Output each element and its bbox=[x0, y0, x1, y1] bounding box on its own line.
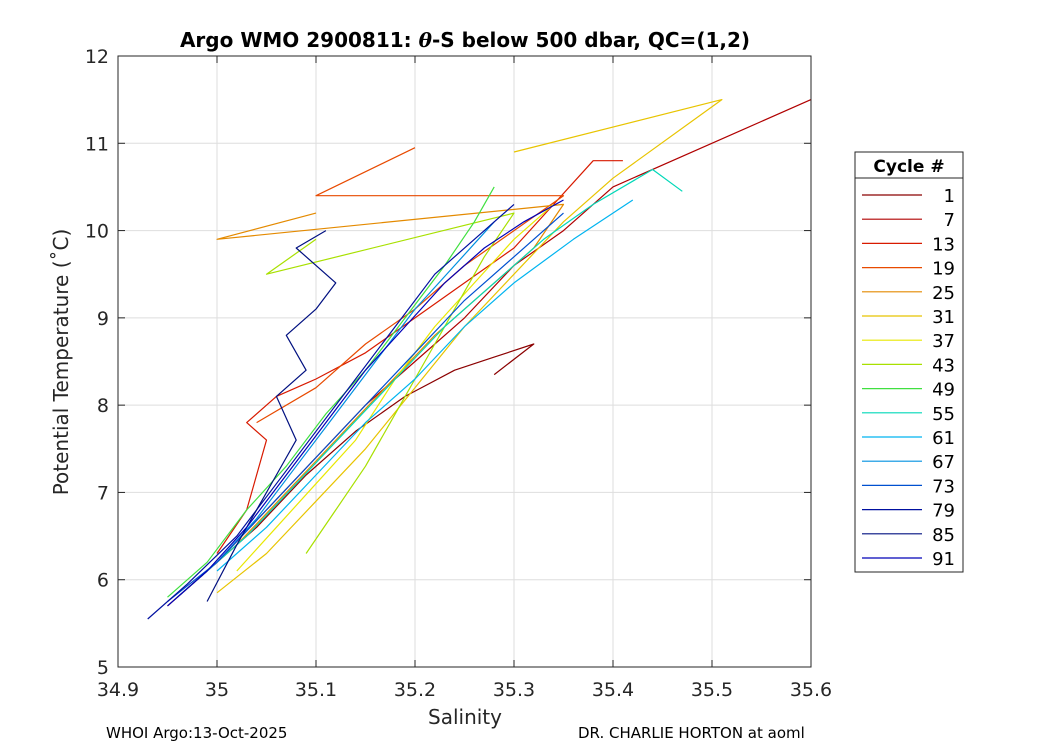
legend-label: 25 bbox=[932, 283, 955, 304]
legend-label: 85 bbox=[932, 525, 955, 546]
x-tick-label: 35.1 bbox=[295, 679, 337, 701]
y-tick-label: 10 bbox=[85, 221, 109, 243]
legend-label: 49 bbox=[932, 380, 955, 401]
legend-label: 61 bbox=[932, 428, 955, 449]
series-line-cycle-85 bbox=[206, 230, 337, 602]
legend-label: 67 bbox=[932, 452, 955, 473]
x-tick-label: 35.6 bbox=[790, 679, 832, 701]
legend-label: 1 bbox=[944, 186, 955, 207]
footer-source-date: WHOI Argo:13-Oct-2025 bbox=[106, 724, 288, 742]
x-tick-label: 35.4 bbox=[592, 679, 634, 701]
y-axis-label: Potential Temperature (˚C) bbox=[49, 229, 73, 496]
legend-label: 73 bbox=[932, 476, 955, 497]
y-tick-label: 8 bbox=[97, 395, 109, 417]
series-line-cycle-43 bbox=[265, 212, 515, 554]
x-axis-label: Salinity bbox=[428, 705, 502, 729]
series-line-cycle-73 bbox=[167, 212, 564, 602]
legend-label: 13 bbox=[932, 234, 955, 255]
legend-label: 19 bbox=[932, 259, 955, 280]
legend-entries: 1 7 13 19 25 31 37 43 49 55 61 67 73 79 85 91 bbox=[862, 186, 955, 570]
y-tick-label: 7 bbox=[97, 482, 109, 504]
legend: Cycle # 1 7 13 19 25 31 37 43 49 55 61 67 73 79 85 91 bbox=[854, 151, 964, 573]
legend-label: 31 bbox=[932, 307, 955, 328]
y-axis-ticks: 5 6 7 8 9 10 11 12 bbox=[85, 46, 811, 679]
series-line-cycle-61 bbox=[216, 199, 634, 572]
y-tick-label: 5 bbox=[97, 657, 109, 679]
y-tick-label: 11 bbox=[85, 133, 109, 155]
chart-title: Argo WMO 2900811: θ-S below 500 dbar, QC… bbox=[180, 28, 750, 52]
x-tick-label: 35.5 bbox=[691, 679, 733, 701]
x-tick-label: 35.3 bbox=[493, 679, 535, 701]
series-line-cycle-79 bbox=[147, 203, 515, 620]
data-series bbox=[147, 98, 812, 620]
legend-label: 79 bbox=[932, 501, 955, 522]
y-tick-label: 6 bbox=[97, 570, 109, 592]
legend-box bbox=[854, 151, 964, 573]
x-tick-label: 35 bbox=[205, 679, 229, 701]
legend-label: 55 bbox=[932, 404, 955, 425]
legend-label: 43 bbox=[932, 355, 955, 376]
y-tick-label: 12 bbox=[85, 46, 109, 68]
plot-frame bbox=[117, 55, 812, 668]
series-line-cycle-55 bbox=[196, 168, 683, 581]
legend-label: 7 bbox=[944, 210, 955, 231]
legend-label: 91 bbox=[932, 549, 955, 570]
footer-operator: DR. CHARLIE HORTON at aoml bbox=[578, 724, 805, 742]
series-line-cycle-91 bbox=[167, 199, 564, 607]
legend-label: 37 bbox=[932, 331, 955, 352]
x-tick-label: 35.2 bbox=[394, 679, 436, 701]
x-tick-label: 34.9 bbox=[97, 679, 139, 701]
x-axis-ticks: 34.9 35 35.1 35.2 35.3 35.4 35.5 35.6 bbox=[97, 56, 832, 701]
series-line-cycle-25 bbox=[186, 203, 565, 589]
legend-title: Cycle # bbox=[873, 157, 944, 177]
y-tick-label: 9 bbox=[97, 308, 109, 330]
